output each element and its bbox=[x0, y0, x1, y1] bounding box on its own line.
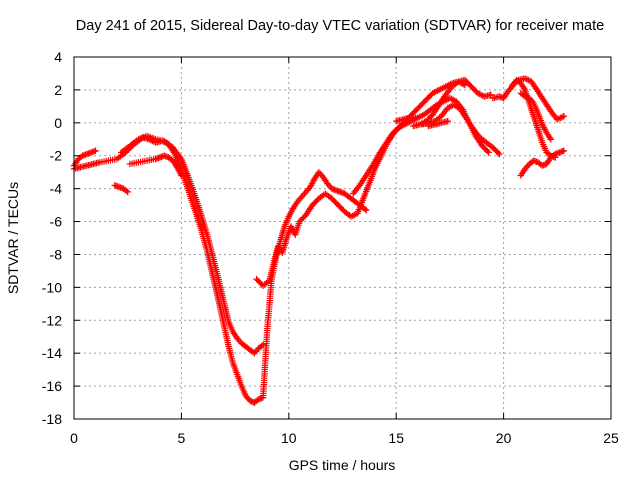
data-point bbox=[485, 149, 492, 156]
x-tick-label: 15 bbox=[388, 430, 404, 446]
chart-title: Day 241 of 2015, Sidereal Day-to-day VTE… bbox=[76, 18, 604, 34]
series-track-12 bbox=[393, 114, 419, 125]
data-point bbox=[362, 206, 370, 214]
data-point bbox=[461, 81, 469, 89]
x-tick-label: 25 bbox=[603, 430, 619, 446]
data-point bbox=[124, 188, 131, 196]
data-point bbox=[259, 341, 267, 349]
series-track-11 bbox=[425, 117, 451, 130]
y-axis-label: SDTVAR / TECUs bbox=[5, 182, 21, 294]
data-point bbox=[487, 91, 494, 99]
x-tick-label: 20 bbox=[496, 430, 512, 446]
data-point bbox=[412, 114, 419, 122]
y-tick-label: -14 bbox=[42, 345, 62, 361]
data-point bbox=[484, 147, 491, 155]
series-track-4 bbox=[126, 152, 185, 179]
y-tick-label: -8 bbox=[50, 246, 63, 262]
y-tick-label: -16 bbox=[42, 378, 62, 394]
y-tick-label: -12 bbox=[42, 312, 62, 328]
series-track-1 bbox=[70, 134, 258, 406]
series-track-13 bbox=[489, 76, 559, 161]
y-tick-label: 0 bbox=[54, 115, 62, 131]
data-point bbox=[496, 150, 503, 158]
data-point bbox=[178, 172, 185, 179]
data-point bbox=[361, 205, 368, 213]
y-tick-label: -4 bbox=[50, 181, 63, 197]
x-axis-label: GPS time / hours bbox=[289, 457, 396, 473]
data-point bbox=[123, 187, 130, 195]
data-point bbox=[560, 113, 567, 120]
y-tick-label: -18 bbox=[42, 411, 62, 427]
grid-lines bbox=[74, 57, 611, 419]
y-tick-label: -10 bbox=[42, 279, 62, 295]
series-track-10 bbox=[410, 78, 469, 130]
data-point bbox=[494, 149, 502, 156]
data-point bbox=[92, 147, 99, 154]
data-point bbox=[560, 147, 567, 154]
series-track-15 bbox=[517, 147, 567, 179]
y-tick-labels: -18 -16 -14 -12 -10 -8 -6 -4 -2 0 2 4 bbox=[42, 49, 62, 427]
series-track-3 bbox=[111, 182, 131, 196]
axis-ticks bbox=[73, 56, 612, 420]
y-tick-label: 4 bbox=[54, 49, 62, 65]
y-tick-label: -6 bbox=[50, 214, 63, 230]
y-tick-label: 2 bbox=[54, 82, 62, 98]
x-tick-label: 0 bbox=[70, 430, 78, 446]
x-tick-label: 10 bbox=[281, 430, 297, 446]
series-track-14 bbox=[508, 75, 567, 123]
x-tick-labels: 0 5 10 15 20 25 bbox=[70, 430, 619, 446]
y-tick-label: -2 bbox=[50, 148, 63, 164]
series-track-5 bbox=[118, 132, 267, 357]
series-track-2 bbox=[70, 147, 99, 169]
data-markers bbox=[70, 75, 567, 406]
x-tick-label: 5 bbox=[178, 430, 186, 446]
data-point bbox=[547, 136, 555, 143]
series-track-16 bbox=[517, 90, 555, 143]
data-point bbox=[444, 117, 451, 125]
plot-frame bbox=[73, 56, 612, 420]
